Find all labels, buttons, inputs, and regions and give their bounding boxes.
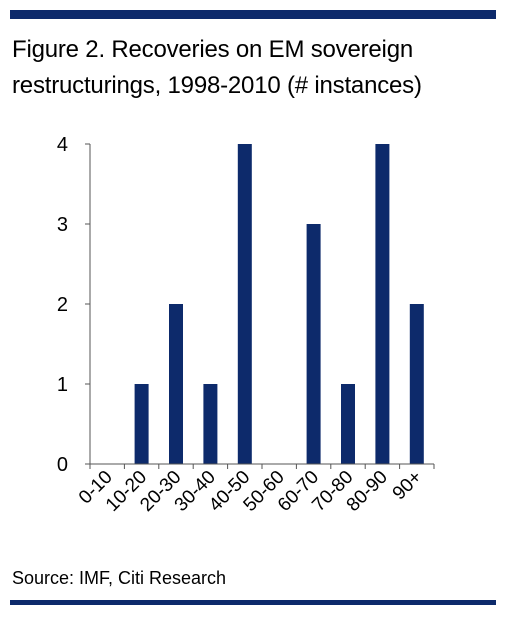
source-note: Source: IMF, Citi Research — [12, 568, 227, 588]
bar-80-90 — [375, 144, 390, 464]
bar-60-70 — [306, 224, 321, 464]
bar-10-20 — [134, 384, 149, 464]
top-rule — [10, 10, 496, 19]
y-axis-ticks: 0 1 2 3 4 — [57, 134, 90, 476]
bar-70-80 — [341, 384, 355, 464]
y-tick-label: 1 — [57, 374, 68, 396]
bar-30-40 — [203, 384, 218, 464]
chart-title: Figure 2. Recoveries on EM sovereign res… — [12, 36, 422, 99]
y-tick-label: 2 — [57, 294, 68, 316]
y-tick-label: 0 — [57, 454, 68, 476]
bar-20-30 — [169, 304, 183, 464]
x-tick-label: 80-90 — [343, 467, 392, 516]
bar-40-50 — [237, 144, 252, 464]
x-axis-ticks: 0-1010-2020-3030-4040-5050-6060-7070-808… — [75, 464, 435, 516]
bottom-rule — [10, 600, 496, 605]
x-tick-label: 90+ — [389, 467, 427, 505]
bars-group — [134, 144, 424, 464]
y-tick-label: 4 — [57, 134, 68, 156]
y-tick-label: 3 — [57, 214, 68, 236]
bar-90+ — [409, 304, 424, 464]
